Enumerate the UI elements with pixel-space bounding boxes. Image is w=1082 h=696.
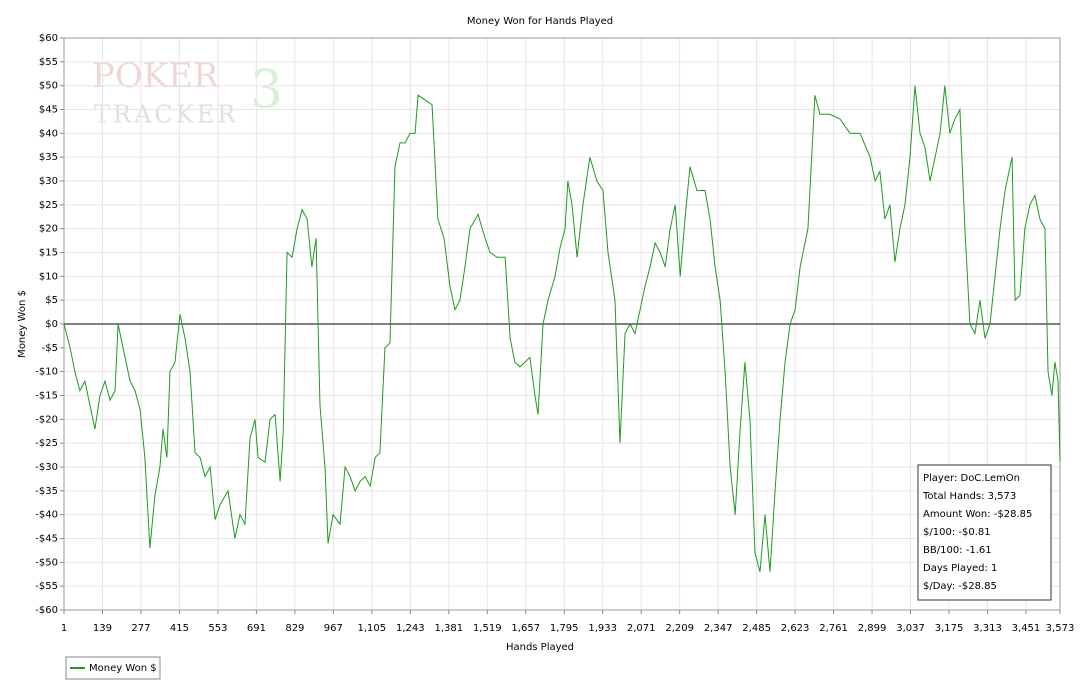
watermark-text: POKER (92, 56, 220, 96)
y-tick-label: -$10 (35, 367, 58, 378)
y-tick-label: -$35 (35, 486, 58, 497)
x-tick-label: 3,573 (1046, 623, 1075, 634)
x-tick-label: 2,761 (819, 623, 848, 634)
info-line: BB/100: -1.61 (923, 545, 992, 556)
x-tick-label: 1,243 (396, 623, 425, 634)
info-line: Amount Won: -$28.85 (923, 509, 1032, 520)
y-tick-label: -$50 (35, 557, 58, 568)
legend-label: Money Won $ (89, 663, 157, 674)
x-tick-label: 2,071 (627, 623, 656, 634)
info-box (917, 464, 1052, 601)
y-tick-label: $10 (39, 271, 58, 282)
y-tick-label: -$15 (35, 391, 58, 402)
x-tick-label: 139 (93, 623, 112, 634)
legend-box (65, 656, 161, 680)
x-tick-label: 3,451 (1012, 623, 1041, 634)
x-tick-label: 1,795 (550, 623, 579, 634)
x-tick-label: 415 (170, 623, 189, 634)
x-tick-label: 1,933 (588, 623, 617, 634)
data-line (63, 85, 1061, 572)
info-line: Total Hands: 3,573 (922, 491, 1016, 502)
y-tick-label: -$20 (35, 414, 58, 425)
watermark-text: TRACKER (94, 101, 238, 129)
x-tick-label: 1 (61, 623, 67, 634)
y-tick-label: $5 (45, 295, 58, 306)
y-tick-label: $55 (39, 57, 58, 68)
x-tick-label: 1,657 (511, 623, 540, 634)
watermark-text: 3 (250, 61, 283, 121)
x-tick-label: 2,485 (742, 623, 771, 634)
y-tick-label: $35 (39, 152, 58, 163)
x-tick-label: 3,037 (896, 623, 925, 634)
y-tick-label: $40 (39, 128, 58, 139)
x-tick-label: 2,899 (858, 623, 887, 634)
info-line: $/100: -$0.81 (923, 527, 991, 538)
y-tick-label: $60 (39, 33, 58, 44)
x-tick-label: 277 (131, 623, 150, 634)
y-tick-label: -$55 (35, 581, 58, 592)
y-tick-label: -$60 (35, 605, 58, 616)
x-tick-label: 3,313 (973, 623, 1002, 634)
y-tick-label: $45 (39, 105, 58, 116)
x-tick-label: 829 (285, 623, 304, 634)
x-tick-label: 2,347 (704, 623, 733, 634)
y-tick-label: -$5 (42, 343, 58, 354)
info-line: Days Played: 1 (923, 563, 997, 574)
x-tick-label: 1,381 (434, 623, 463, 634)
info-line: Player: DoC.LemOn (923, 473, 1020, 484)
x-tick-label: 2,623 (781, 623, 810, 634)
x-tick-label: 1,105 (358, 623, 387, 634)
x-tick-label: 553 (208, 623, 227, 634)
y-tick-label: -$40 (35, 510, 58, 521)
y-tick-label: $15 (39, 248, 58, 259)
y-tick-label: $25 (39, 200, 58, 211)
y-tick-label: $50 (39, 81, 58, 92)
x-tick-label: 691 (247, 623, 266, 634)
x-tick-label: 1,519 (473, 623, 502, 634)
y-tick-label: $0 (45, 319, 58, 330)
y-tick-label: $20 (39, 224, 58, 235)
y-axis-title: Money Won $ (17, 290, 28, 358)
info-line: $/Day: -$28.85 (923, 581, 997, 592)
y-tick-label: -$25 (35, 438, 58, 449)
y-tick-label: -$30 (35, 462, 58, 473)
y-tick-label: -$45 (35, 534, 58, 545)
watermark: POKER TRACKER 3 (92, 56, 283, 129)
y-tick-label: $30 (39, 176, 58, 187)
x-axis-title: Hands Played (506, 642, 574, 653)
x-tick-label: 2,209 (665, 623, 694, 634)
x-tick-label: 967 (324, 623, 343, 634)
x-tick-label: 3,175 (935, 623, 964, 634)
chart-title: Money Won for Hands Played (467, 16, 613, 27)
